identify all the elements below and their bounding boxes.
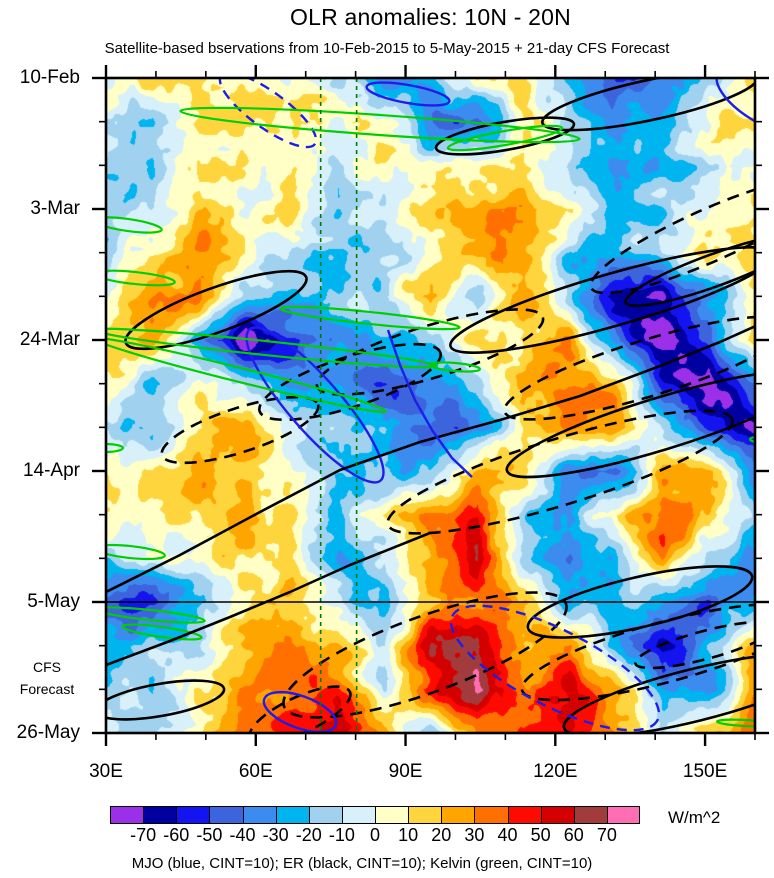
x-tick-label-120E: 120E bbox=[533, 761, 578, 782]
x-tick-label-30E: 30E bbox=[89, 761, 123, 782]
x-tick-label-150E: 150E bbox=[682, 761, 728, 782]
colorbar-cell-11 bbox=[474, 806, 508, 824]
colorbar-cell-12 bbox=[507, 806, 541, 824]
contour-legend-text: MJO (blue, CINT=10); ER (black, CINT=10)… bbox=[131, 855, 593, 872]
colorbar-cell-5 bbox=[275, 806, 309, 824]
colorbar-tick-10: 10 bbox=[398, 825, 419, 845]
colorbar-cell-8 bbox=[375, 806, 409, 824]
cfs-forecast-label: CFS Forecast bbox=[4, 656, 90, 700]
y-tick-label-3-Mar: 3-Mar bbox=[30, 198, 80, 219]
colorbar-tick--40: -40 bbox=[229, 825, 256, 845]
colorbar-tick--60: -60 bbox=[163, 825, 190, 845]
colorbar-cell-6 bbox=[308, 806, 342, 824]
colorbar-cell-9 bbox=[408, 806, 442, 824]
y-tick-label-5-May: 5-May bbox=[27, 591, 80, 612]
colorbar-cell-4 bbox=[242, 806, 276, 824]
y-tick-label-26-May: 26-May bbox=[16, 722, 80, 743]
colorbar-tick--30: -30 bbox=[262, 825, 289, 845]
chart-title: OLR anomalies: 10N - 20N bbox=[290, 4, 571, 30]
colorbar-cell-0 bbox=[110, 806, 144, 824]
cfs-label-line2: Forecast bbox=[19, 681, 75, 697]
y-tick-label-10-Feb: 10-Feb bbox=[19, 67, 80, 88]
y-tick-label-24-Mar: 24-Mar bbox=[19, 329, 80, 350]
heatmap-canvas bbox=[106, 78, 755, 733]
colorbar-tick-40: 40 bbox=[497, 825, 518, 845]
colorbar-tick-30: 30 bbox=[464, 825, 485, 845]
colorbar-tick-20: 20 bbox=[431, 825, 452, 845]
chart-subtitle: Satellite-based bservations from 10-Feb-… bbox=[104, 40, 670, 57]
colorbar-tick-50: 50 bbox=[530, 825, 551, 845]
cfs-label-line1: CFS bbox=[33, 659, 61, 675]
colorbar-tick-70: 70 bbox=[596, 825, 617, 845]
colorbar-cell-3 bbox=[209, 806, 243, 824]
colorbar-units-label: W/m^2 bbox=[668, 808, 721, 827]
x-tick-label-90E: 90E bbox=[388, 761, 423, 782]
colorbar-cell-10 bbox=[441, 806, 475, 824]
colorbar-tick-0: 0 bbox=[369, 825, 380, 845]
colorbar-tick--70: -70 bbox=[130, 825, 157, 845]
x-tick-label-60E: 60E bbox=[238, 761, 273, 782]
colorbar-tick--50: -50 bbox=[196, 825, 223, 845]
colorbar bbox=[110, 806, 640, 824]
y-tick-label-14-Apr: 14-Apr bbox=[22, 460, 80, 481]
colorbar-cell-15 bbox=[606, 806, 640, 824]
colorbar-tick--20: -20 bbox=[295, 825, 322, 845]
colorbar-cell-2 bbox=[176, 806, 210, 824]
colorbar-tick--10: -10 bbox=[328, 825, 355, 845]
colorbar-cell-13 bbox=[540, 806, 574, 824]
colorbar-cell-1 bbox=[143, 806, 177, 824]
colorbar-cell-7 bbox=[341, 806, 375, 824]
colorbar-cell-14 bbox=[573, 806, 607, 824]
colorbar-tick-60: 60 bbox=[563, 825, 584, 845]
